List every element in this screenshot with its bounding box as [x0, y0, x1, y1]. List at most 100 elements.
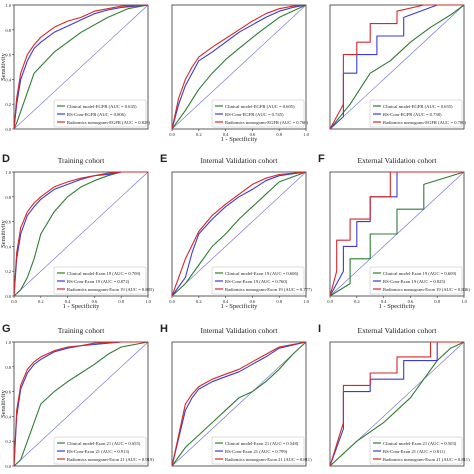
- roc-curve-series-3: [329, 4, 464, 130]
- y-tick-label: 1.0: [5, 3, 11, 8]
- roc-curve-series-2: [13, 341, 148, 467]
- y-tick-label: 0.6: [5, 53, 11, 58]
- x-tick-label: 0.4: [381, 299, 387, 304]
- y-tick-label: 0.0: [5, 127, 11, 132]
- legend-entry: Clinical model-Exon 19 (AUC = 0.609): [383, 271, 457, 276]
- x-tick-label: 1.0: [303, 132, 309, 137]
- panel-label: E: [160, 153, 167, 165]
- y-tick-label: 0.4: [5, 244, 11, 249]
- x-tick-label: 1.0: [145, 299, 151, 304]
- roc-curve-series-2: [13, 171, 148, 297]
- y-tick-label: 0.2: [5, 439, 11, 444]
- legend-entry: Clinical model-Exon 19 (AUC = 0.606): [225, 271, 299, 276]
- y-tick-label: 0.8: [5, 28, 11, 33]
- y-axis-label: Sensitivity: [0, 52, 7, 81]
- reference-diagonal: [171, 4, 307, 130]
- legend-entry: RS-Com-EGFR (AUC = 0.738): [383, 112, 442, 117]
- legend-entry: Clinical model-Exon 19 (AUC = 0.700): [67, 271, 141, 276]
- legend-entry: Radiomics nomogram-Exon 19 (AUC = 0.885): [67, 287, 154, 292]
- x-tick-label: 0.0: [169, 299, 175, 304]
- x-axis-label: 1 - Specificity: [63, 303, 101, 310]
- legend-entry: Clinical model-Exon 21 (AUC = 0.548): [225, 441, 299, 446]
- roc-curve-series-3: [171, 171, 307, 297]
- legend-entry: Clinical model-EGFR (AUC = 0.605): [225, 104, 295, 109]
- reference-diagonal: [171, 341, 307, 467]
- legend: Clinical model-EGFR (AUC = 0.655) RS-Com-…: [369, 99, 467, 128]
- legend-box: [369, 266, 463, 295]
- legend-entry: Clinical model-EGFR (AUC = 0.635): [67, 104, 137, 109]
- roc-curve-series-3: [13, 341, 148, 467]
- y-tick-label: 0.8: [5, 365, 11, 370]
- roc-panel-3: Clinical model-EGFR (AUC = 0.655) RS-Com-…: [329, 4, 467, 130]
- roc-panel-8: H Internal Validation cohort Clinical mode…: [160, 323, 312, 467]
- x-tick-label: 0.2: [38, 299, 44, 304]
- legend-box: [369, 436, 463, 465]
- y-axis-label: Sensitivity: [0, 219, 7, 248]
- panel-title: Internal Validation cohort: [201, 156, 279, 165]
- panel-label: D: [2, 153, 10, 165]
- x-tick-label: 1.0: [303, 299, 309, 304]
- legend-entry: Radiomics nomogram-Exon 21 (AUC = 0.811): [383, 457, 470, 462]
- panel-title: Internal Validation cohort: [201, 326, 279, 335]
- x-axis-label: 1 - Specificity: [379, 303, 417, 310]
- roc-curve-series-2: [13, 4, 149, 130]
- legend-entry: RS-Com-Exon 21 (AUC = 0.811): [383, 449, 445, 454]
- x-tick-label: 0.4: [65, 299, 71, 304]
- legend-entry: RS-Com-Exon 21 (AUC = 0.913): [67, 449, 130, 454]
- x-tick-label: 0.6: [250, 299, 256, 304]
- roc-curve-series-2: [171, 341, 307, 467]
- y-tick-label: 0.4: [5, 414, 11, 419]
- legend: Clinical model-EGFR (AUC = 0.635) RS-Com-…: [53, 99, 151, 128]
- legend-entry: Clinical model-Exon 21 (AUC = 0.655): [67, 441, 141, 446]
- panel-title: Training cohort: [58, 326, 106, 335]
- x-tick-label: 0.2: [196, 132, 202, 137]
- legend-box: [53, 266, 147, 295]
- roc-panel-2: 0.0 0.2 0.4 0.6 0.8 1.0 1 - Specificity Clinica…: [169, 4, 310, 143]
- roc-curve-series-3: [329, 341, 464, 467]
- roc-curve-series-1: [13, 341, 149, 467]
- x-tick-label: 0.8: [434, 299, 440, 304]
- panel-title: Training cohort: [58, 156, 106, 165]
- legend-entry: RS-Com-Exon 21 (AUC = 0.799): [225, 449, 288, 454]
- legend: Clinical model-Exon 21 (AUC = 0.548) RS-C…: [211, 436, 312, 465]
- x-tick-label: 0.0: [327, 299, 333, 304]
- roc-curve-series-1: [329, 341, 465, 467]
- roc-curve-series-2: [171, 4, 307, 130]
- panel-label: F: [318, 153, 325, 165]
- legend-entry: Radiomics nomogram-EGFR (AUC = 0.760): [225, 120, 309, 125]
- reference-diagonal: [329, 4, 465, 130]
- x-tick-label: 0.0: [169, 132, 175, 137]
- legend-box: [53, 99, 147, 128]
- y-tick-label: 0.2: [5, 102, 11, 107]
- roc-curve-series-1: [171, 171, 307, 297]
- legend-box: [53, 436, 147, 465]
- legend-entry: Clinical model-EGFR (AUC = 0.655): [383, 104, 453, 109]
- roc-curve-series-2: [171, 171, 307, 297]
- legend: Clinical model-Exon 19 (AUC = 0.609) RS-C…: [369, 266, 470, 295]
- y-tick-label: 0.2: [5, 269, 11, 274]
- roc-curve-series-1: [13, 171, 148, 297]
- legend-entry: RS-Com-Exon 19 (AUC = 0.825): [383, 279, 446, 284]
- legend-entry: Clinical model-Exon 21 (AUC = 0.503): [383, 441, 457, 446]
- x-tick-label: 0.2: [196, 299, 202, 304]
- panel-label: I: [318, 323, 321, 335]
- legend: Clinical model-Exon 21 (AUC = 0.503) RS-C…: [369, 436, 470, 465]
- x-tick-label: 0.4: [223, 132, 229, 137]
- reference-diagonal: [171, 171, 307, 297]
- legend: Clinical model-Exon 19 (AUC = 0.700) RS-C…: [53, 266, 154, 295]
- x-tick-label: 0.8: [276, 299, 282, 304]
- x-tick-label: 0.6: [250, 132, 256, 137]
- legend-box: [211, 266, 305, 295]
- legend: Clinical model-Exon 21 (AUC = 0.655) RS-C…: [53, 436, 154, 465]
- y-tick-label: 0.0: [5, 294, 11, 299]
- legend: Clinical model-Exon 19 (AUC = 0.606) RS-C…: [211, 266, 312, 295]
- legend-entry: RS-Com-EGFR (AUC = 0.745): [225, 112, 284, 117]
- y-axis-label: Sensitivity: [0, 389, 7, 418]
- roc-curve-series-1: [13, 4, 149, 130]
- roc-panel-6: F External Validation cohort 0.0 0.2 0.4 0.6 0…: [318, 153, 470, 310]
- y-tick-label: 1.0: [5, 340, 11, 345]
- roc-curve-series-3: [329, 171, 464, 297]
- legend-entry: Radiomics nomogram-Exon 19 (AUC = 0.777): [225, 287, 312, 292]
- x-tick-label: 0.0: [11, 299, 17, 304]
